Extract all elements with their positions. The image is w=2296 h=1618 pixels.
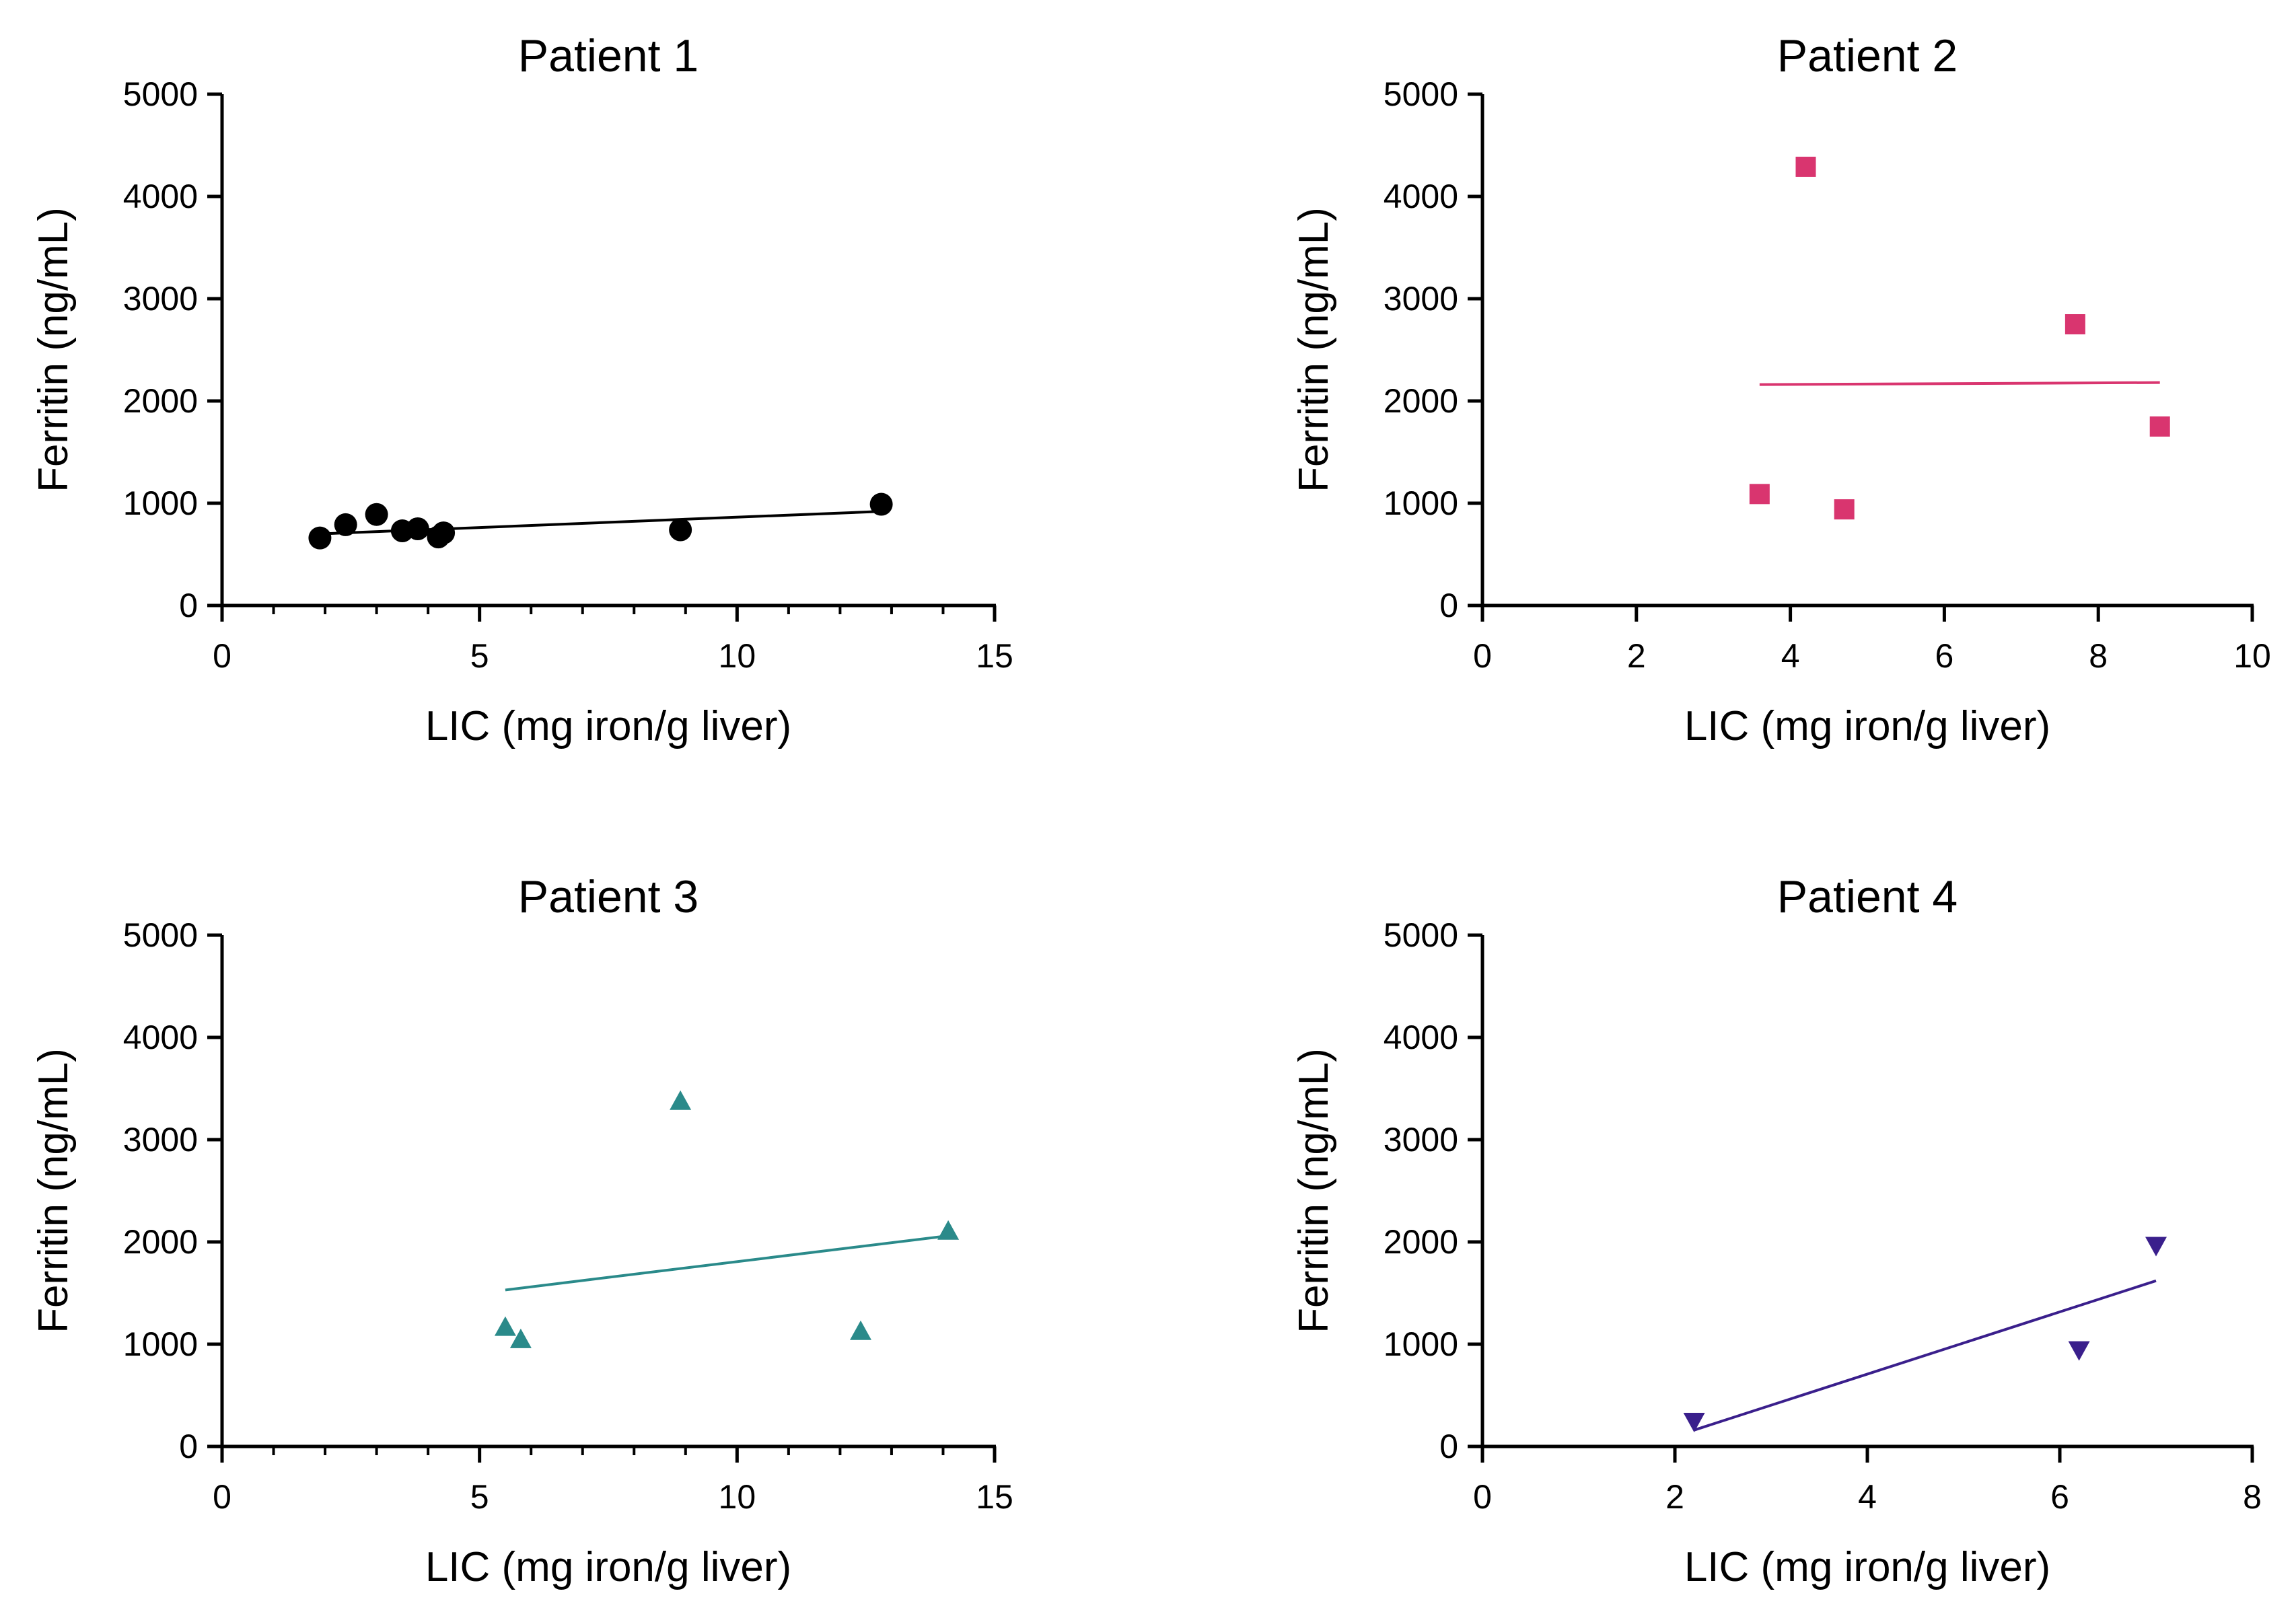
x-tick-label: 15 bbox=[976, 1478, 1013, 1516]
chart-panel-4: Patient 4 0 1000 2000 3000 4000 5000 0 2 4 6 8 LIC (… bbox=[1291, 871, 2262, 1590]
y-axis-label: Ferritin (ng/mL) bbox=[1291, 1048, 1337, 1333]
y-axis-label: Ferritin (ng/mL) bbox=[30, 207, 77, 492]
x-axis-label: LIC (mg iron/g liver) bbox=[425, 703, 791, 749]
chart-panel-2: Patient 2 0 1000 2000 3000 4000 5000 0 2 4 6 8 10 LIC… bbox=[1291, 30, 2271, 749]
x-axis-label: LIC (mg iron/g liver) bbox=[1684, 703, 2050, 749]
y-tick-label: 4000 bbox=[123, 178, 198, 215]
data-point bbox=[850, 1320, 872, 1340]
data-point bbox=[669, 518, 692, 542]
y-tick-label: 3000 bbox=[123, 280, 198, 318]
x-tick-label: 6 bbox=[1935, 637, 1953, 675]
data-point bbox=[1795, 156, 1816, 177]
data-point bbox=[2068, 1341, 2090, 1361]
y-tick-label: 0 bbox=[1439, 587, 1458, 624]
x-tick-label: 0 bbox=[213, 1478, 231, 1516]
chart-title: Patient 3 bbox=[518, 871, 698, 922]
x-tick-label: 2 bbox=[1665, 1478, 1684, 1516]
x-tick-label: 2 bbox=[1627, 637, 1646, 675]
data-point bbox=[869, 492, 893, 516]
y-tick-label: 1000 bbox=[123, 1325, 198, 1363]
x-tick-label: 4 bbox=[1858, 1478, 1877, 1516]
x-tick-label: 5 bbox=[470, 637, 489, 675]
y-axis-label: Ferritin (ng/mL) bbox=[1291, 207, 1337, 492]
x-tick-label: 10 bbox=[719, 637, 756, 675]
chart-panel-1: Patient 1 0 1000 2000 3000 4000 5000 0 5 10 15 LIC … bbox=[30, 30, 1013, 749]
data-point bbox=[406, 517, 429, 540]
x-tick-label: 10 bbox=[2233, 637, 2271, 675]
y-tick-label: 5000 bbox=[1384, 916, 1458, 954]
data-point bbox=[2149, 416, 2170, 437]
data-point bbox=[494, 1316, 516, 1336]
y-tick-label: 0 bbox=[179, 587, 198, 624]
chart-title: Patient 2 bbox=[1777, 30, 1958, 81]
data-point bbox=[670, 1090, 692, 1110]
x-tick-label: 8 bbox=[2243, 1478, 2262, 1516]
y-tick-label: 5000 bbox=[123, 916, 198, 954]
data-point bbox=[2145, 1237, 2167, 1257]
x-axis-label: LIC (mg iron/g liver) bbox=[425, 1544, 791, 1590]
y-tick-label: 2000 bbox=[123, 382, 198, 420]
data-point bbox=[1749, 484, 1770, 505]
y-tick-label: 5000 bbox=[1384, 75, 1458, 113]
y-tick-label: 3000 bbox=[1384, 1121, 1458, 1159]
y-tick-label: 1000 bbox=[1384, 1325, 1458, 1363]
data-point bbox=[1683, 1413, 1705, 1432]
y-tick-label: 3000 bbox=[123, 1121, 198, 1159]
data-point bbox=[1834, 499, 1855, 520]
fit-line bbox=[1693, 1279, 2157, 1432]
data-point bbox=[509, 1328, 532, 1348]
chart-title: Patient 1 bbox=[518, 30, 698, 81]
chart-panel-3: Patient 3 0 1000 2000 3000 4000 5000 0 5 10 15 LIC … bbox=[30, 871, 1013, 1590]
fit-line bbox=[1759, 381, 2160, 386]
data-point bbox=[432, 521, 456, 545]
data-point bbox=[308, 526, 332, 550]
data-point bbox=[2065, 314, 2085, 334]
data-point bbox=[365, 503, 388, 526]
x-tick-label: 0 bbox=[1473, 1478, 1492, 1516]
y-tick-label: 1000 bbox=[123, 484, 198, 522]
x-tick-label: 15 bbox=[976, 637, 1013, 675]
x-tick-label: 5 bbox=[470, 1478, 489, 1516]
y-tick-label: 3000 bbox=[1384, 280, 1458, 318]
x-tick-label: 10 bbox=[719, 1478, 756, 1516]
data-point bbox=[334, 513, 357, 536]
data-point bbox=[937, 1220, 960, 1240]
chart-title: Patient 4 bbox=[1777, 871, 1958, 922]
y-tick-label: 4000 bbox=[1384, 1019, 1458, 1056]
y-tick-label: 4000 bbox=[123, 1019, 198, 1056]
x-axis-label: LIC (mg iron/g liver) bbox=[1684, 1544, 2050, 1590]
y-axis-label: Ferritin (ng/mL) bbox=[30, 1048, 77, 1333]
x-tick-label: 8 bbox=[2089, 637, 2108, 675]
y-tick-label: 2000 bbox=[1384, 382, 1458, 420]
y-tick-label: 0 bbox=[1439, 1428, 1458, 1465]
y-tick-label: 1000 bbox=[1384, 484, 1458, 522]
y-tick-label: 4000 bbox=[1384, 178, 1458, 215]
x-tick-label: 6 bbox=[2050, 1478, 2069, 1516]
x-tick-label: 0 bbox=[213, 637, 231, 675]
y-tick-label: 2000 bbox=[123, 1223, 198, 1261]
y-tick-label: 5000 bbox=[123, 75, 198, 113]
y-tick-label: 2000 bbox=[1384, 1223, 1458, 1261]
x-tick-label: 4 bbox=[1781, 637, 1800, 675]
x-tick-label: 0 bbox=[1473, 637, 1492, 675]
y-tick-label: 0 bbox=[179, 1428, 198, 1465]
fit-line bbox=[505, 1234, 949, 1292]
